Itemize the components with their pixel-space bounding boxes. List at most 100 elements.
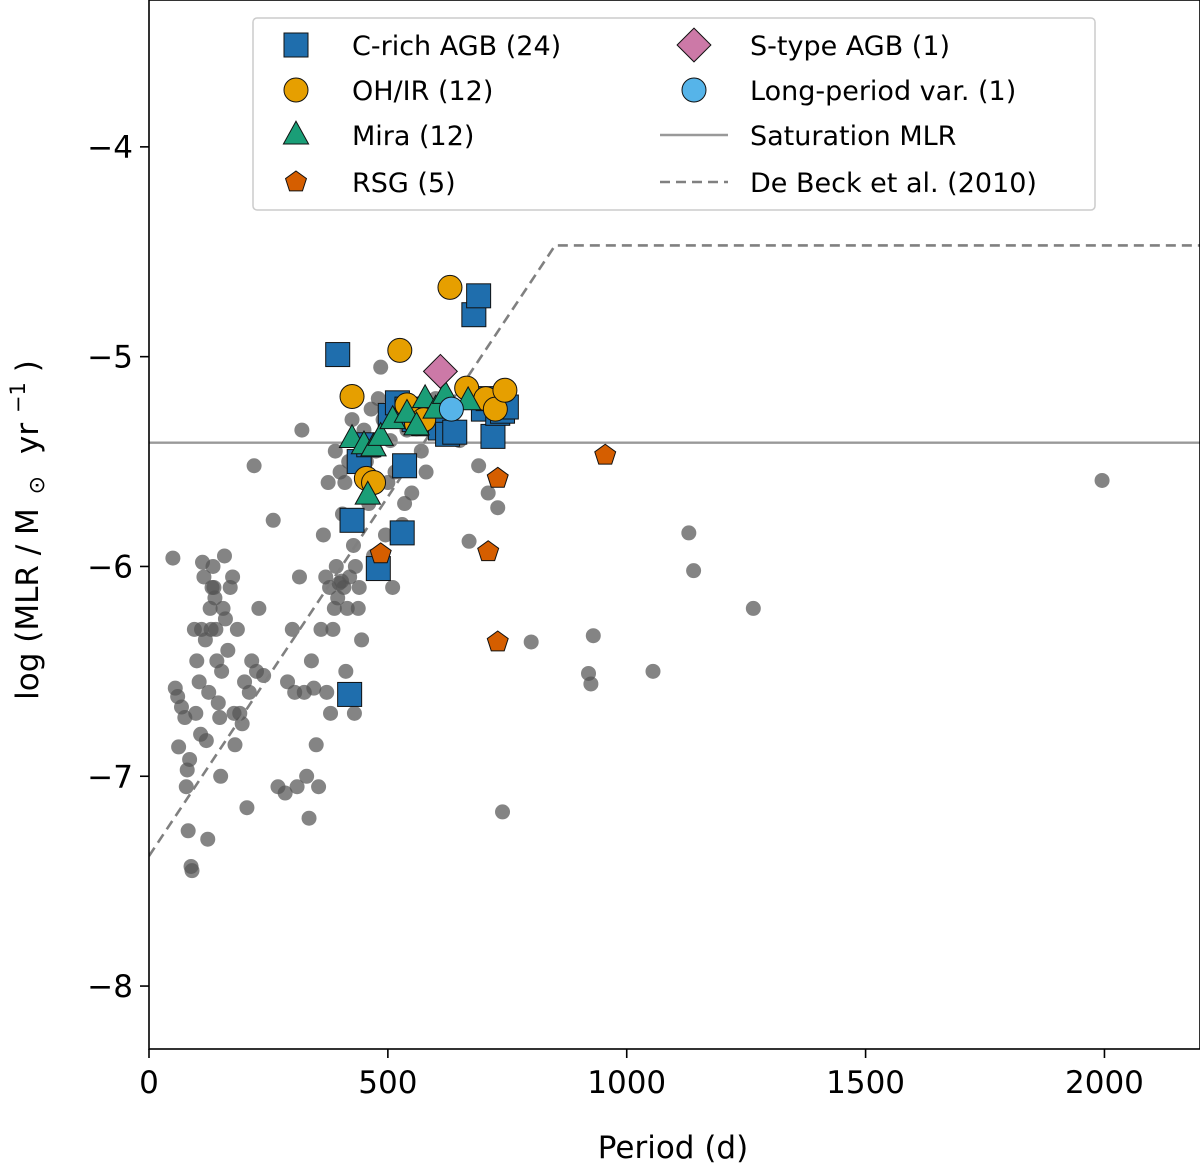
- background-point: [201, 684, 217, 700]
- y-axis-label-main: log (MLR / M: [10, 508, 46, 700]
- background-point: [681, 525, 697, 541]
- background-point: [461, 533, 477, 549]
- background-point: [370, 391, 386, 407]
- background-point: [490, 500, 506, 516]
- legend-label: Saturation MLR: [750, 121, 956, 152]
- background-point: [214, 663, 230, 679]
- background-point: [198, 733, 214, 749]
- data-point: [477, 540, 500, 562]
- background-point: [311, 779, 327, 795]
- plot-content: [149, 244, 1200, 879]
- background-point: [413, 443, 429, 459]
- background-point: [325, 621, 341, 637]
- y-tick-label: −5: [87, 340, 133, 376]
- data-point: [392, 453, 418, 479]
- background-point: [585, 628, 601, 644]
- y-tick-label: −4: [87, 130, 133, 166]
- data-point: [325, 342, 351, 368]
- background-point: [191, 674, 207, 690]
- background-point: [241, 684, 257, 700]
- y-axis: −4 −5 −6 −7 −8: [87, 130, 149, 1005]
- data-point: [480, 423, 506, 449]
- background-point: [373, 359, 389, 375]
- plot-frame: [148, 0, 1200, 1050]
- background-point: [200, 831, 216, 847]
- legend-box: [252, 17, 1096, 211]
- legend-marker: [282, 120, 310, 145]
- background-point: [303, 653, 319, 669]
- series-points: [325, 274, 617, 707]
- y-axis-label-unit: yr: [10, 423, 46, 454]
- y-tick-label: −8: [87, 969, 133, 1005]
- background-point: [745, 600, 761, 616]
- background-point: [319, 684, 335, 700]
- series-rsg: [369, 443, 617, 652]
- background-point: [345, 537, 361, 553]
- y-axis-label-exp: −1: [6, 382, 30, 413]
- background-point: [338, 663, 354, 679]
- legend-label: RSG (5): [352, 168, 456, 199]
- background-point: [213, 768, 229, 784]
- background-point: [227, 737, 243, 753]
- background-point: [216, 548, 232, 564]
- background-point: [418, 464, 434, 480]
- background-point: [351, 579, 367, 595]
- data-point: [387, 337, 413, 363]
- background-point: [265, 512, 281, 528]
- legend-marker: [676, 27, 712, 63]
- background-point: [1094, 472, 1110, 488]
- data-point: [403, 411, 430, 436]
- data-point: [438, 396, 464, 422]
- legend-label: De Beck et al. (2010): [750, 168, 1037, 199]
- background-point: [308, 737, 324, 753]
- x-tick-label: 2000: [1065, 1065, 1144, 1101]
- legend-label: Long-period var. (1): [750, 76, 1016, 107]
- background-point: [171, 739, 187, 755]
- x-tick-label: 1500: [826, 1065, 905, 1101]
- y-tick-label: −6: [87, 549, 133, 585]
- background-point: [346, 705, 362, 721]
- de-beck-line: [149, 244, 1200, 857]
- legend-label: OH/IR (12): [352, 76, 493, 107]
- background-point: [363, 401, 379, 417]
- data-point: [393, 398, 421, 423]
- data-point: [486, 630, 509, 652]
- background-point: [320, 475, 336, 491]
- background-point: [328, 558, 344, 574]
- series-mira: [338, 379, 482, 505]
- background-point: [196, 569, 212, 585]
- background-point: [182, 751, 198, 767]
- background-point: [495, 804, 511, 820]
- y-tick-label: −7: [87, 759, 133, 795]
- data-point: [337, 681, 363, 707]
- background-point: [207, 590, 223, 606]
- series-s-type-agb: [422, 353, 459, 389]
- background-point: [299, 768, 315, 784]
- background-point: [184, 863, 200, 879]
- data-point: [339, 507, 365, 533]
- background-point: [306, 680, 322, 696]
- background-point: [277, 785, 293, 801]
- data-point: [466, 283, 492, 309]
- legend-marker: [283, 32, 309, 58]
- x-tick-label: 500: [358, 1065, 417, 1101]
- background-point: [246, 458, 262, 474]
- legend-label: C-rich AGB (24): [352, 31, 561, 62]
- background-point: [471, 458, 487, 474]
- y-axis-label: log (MLR / M ⊙ yr −1 ): [0, 360, 52, 700]
- background-point: [178, 779, 194, 795]
- data-point: [422, 353, 459, 389]
- background-point: [225, 569, 241, 585]
- background-point: [229, 621, 245, 637]
- background-point: [234, 716, 250, 732]
- background-point: [289, 779, 305, 795]
- legend-label: Mira (12): [352, 121, 474, 152]
- x-tick-label: 1000: [587, 1065, 666, 1101]
- data-point: [437, 274, 463, 300]
- y-axis-label-sun: ⊙: [25, 476, 50, 494]
- background-point: [323, 705, 339, 721]
- background-point: [645, 663, 661, 679]
- data-point: [442, 419, 468, 445]
- legend: C-rich AGB (24) OH/IR (12) Mira (12) RSG (5…: [252, 17, 1096, 211]
- background-point: [220, 642, 236, 658]
